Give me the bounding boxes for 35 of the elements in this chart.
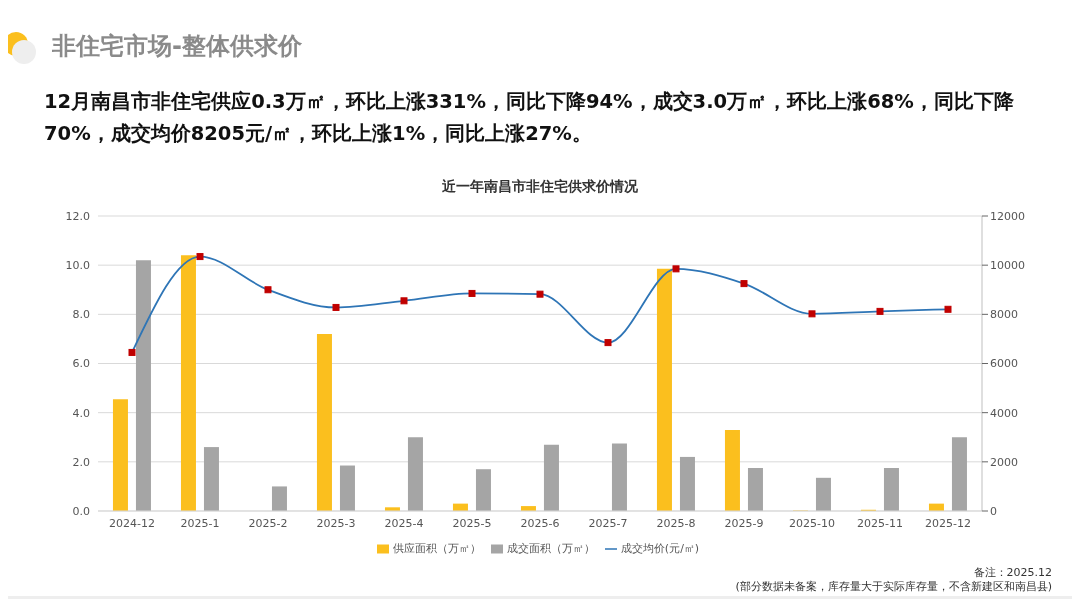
legend-label: 成交面积（万㎡） [506,542,595,555]
chart-subtitle: 12月南昌市非住宅供应0.3万㎡，环比上涨331%，同比下降94%，成交3.0万㎡，环比上涨68%，同比下降70%，成交均价8205元/㎡，环比上涨1%，同比上涨27%。 [44,89,1015,147]
y2-tick-label: 12000 [990,209,1025,223]
y2-tick-label: 4000 [990,406,1018,420]
x-tick-label: 2025-5 [452,516,492,530]
y-tick-label: 0.0 [72,504,90,518]
legend-label: 供应面积（万㎡） [392,542,481,555]
text: 非住宅市场-整体供求价 [52,31,302,62]
x-tick-label: 2025-3 [316,516,356,530]
x-tick-label: 2024-12 [109,516,155,530]
x-tick-label: 2025-4 [384,516,424,530]
y2-tick-label: 10000 [990,259,1025,273]
x-tick-label: 2025-2 [248,516,288,530]
y-tick-label: 10.0 [65,259,90,273]
x-tick-label: 2025-8 [656,516,696,530]
x-tick-label: 2025-12 [925,516,971,530]
text: 备注：2025.12 [972,566,1052,580]
y2-tick-label: 6000 [990,357,1018,371]
x-tick-label: 2025-11 [857,516,903,530]
x-tick-label: 2025-6 [520,516,560,530]
y2-tick-label: 2000 [990,455,1018,469]
x-tick-label: 2025-7 [588,516,628,530]
legend-label: 成交均价(元/㎡) [620,542,700,555]
y-tick-label: 6.0 [72,357,90,371]
x-tick-label: 2025-1 [180,516,220,530]
y-tick-label: 8.0 [72,308,90,322]
chart-title: 近一年南昌市非住宅供求价情况 [441,178,639,196]
x-tick-label: 2025-10 [789,516,835,530]
x-tick-label: 2025-9 [724,516,764,530]
y-tick-label: 12.0 [65,209,90,223]
y-tick-label: 2.0 [72,455,90,469]
y2-tick-label: 0 [990,504,997,518]
y-tick-label: 4.0 [72,406,90,420]
text: (部分数据未备案，库存量大于实际库存量，不含新建区和南昌县) [735,580,1052,594]
y2-tick-label: 8000 [990,308,1018,322]
